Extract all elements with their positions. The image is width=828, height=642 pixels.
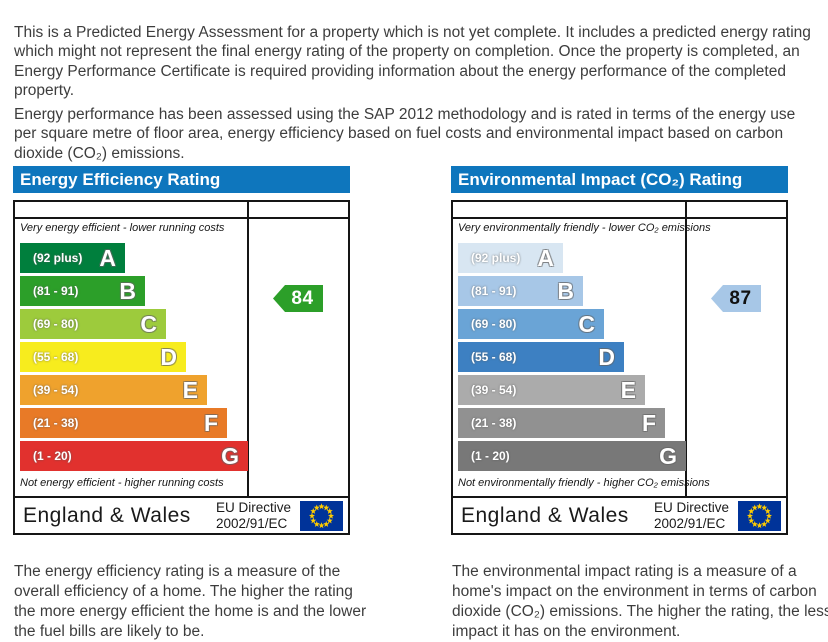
band-letter: A xyxy=(537,244,554,271)
band-range: (55 - 68) xyxy=(471,350,517,364)
header-row-line xyxy=(453,217,786,219)
chart-footer: England & Wales EU Directive 2002/91/EC xyxy=(451,498,788,535)
band-letter: A xyxy=(99,244,116,271)
band-e: (39 - 54) E xyxy=(458,375,645,405)
band-letter: G xyxy=(221,442,239,469)
band-letter: D xyxy=(598,343,615,370)
environmental-impact-scale: Very environmentally friendly - lower CO… xyxy=(451,200,788,498)
band-a: (92 plus) A xyxy=(458,243,563,273)
band-letter: C xyxy=(578,310,595,337)
current-rating-pointer: 87 xyxy=(711,285,761,312)
band-range: (39 - 54) xyxy=(471,383,517,397)
top-caption: Very energy efficient - lower running co… xyxy=(20,222,225,234)
band-range: (1 - 20) xyxy=(33,449,72,463)
eu-directive-label: EU Directive 2002/91/EC xyxy=(215,500,291,531)
energy-efficiency-scale: Very energy efficient - lower running co… xyxy=(13,200,350,498)
energy-efficiency-title-bar: Energy Efficiency Rating xyxy=(13,166,350,193)
band-c: (69 - 80) C xyxy=(458,309,604,339)
intro-paragraph: This is a Predicted Energy Assessment fo… xyxy=(14,23,811,100)
eu-flag-icon xyxy=(300,500,343,531)
header-row-line xyxy=(15,217,348,219)
band-range: (69 - 80) xyxy=(471,317,517,331)
environmental-impact-description: The environmental impact rating is a mea… xyxy=(452,562,828,640)
energy-efficiency-description: The energy efficiency rating is a measur… xyxy=(14,562,367,640)
band-d: (55 - 68) D xyxy=(20,342,186,372)
eu-flag-icon xyxy=(738,500,781,531)
band-b: (81 - 91) B xyxy=(458,276,583,306)
band-letter: E xyxy=(182,376,198,403)
band-d: (55 - 68) D xyxy=(458,342,624,372)
rating-bands: (92 plus) A (81 - 91) B (69 - 80) C (55 … xyxy=(20,243,248,474)
band-range: (81 - 91) xyxy=(33,284,79,298)
top-caption: Very environmentally friendly - lower CO… xyxy=(458,222,711,234)
bottom-caption: Not environmentally friendly - higher CO… xyxy=(458,477,710,489)
band-g: (1 - 20) G xyxy=(458,441,686,471)
band-letter: E xyxy=(620,376,636,403)
band-g: (1 - 20) G xyxy=(20,441,248,471)
band-range: (39 - 54) xyxy=(33,383,79,397)
chart-footer: England & Wales EU Directive 2002/91/EC xyxy=(13,498,350,535)
band-range: (81 - 91) xyxy=(471,284,517,298)
band-letter: G xyxy=(659,442,677,469)
band-b: (81 - 91) B xyxy=(20,276,145,306)
current-rating-value: 84 xyxy=(291,287,314,309)
band-range: (21 - 38) xyxy=(471,416,517,430)
band-letter: C xyxy=(140,310,157,337)
environmental-impact-title-bar: Environmental Impact (CO₂) Rating xyxy=(451,166,788,193)
methodology-paragraph: Energy performance has been assessed usi… xyxy=(14,105,796,162)
chart-title: Energy Efficiency Rating xyxy=(20,170,221,189)
band-e: (39 - 54) E xyxy=(20,375,207,405)
energy-efficiency-chart: Energy Efficiency Rating Very energy eff… xyxy=(13,166,350,535)
band-range: (69 - 80) xyxy=(33,317,79,331)
band-c: (69 - 80) C xyxy=(20,309,166,339)
region-label: England & Wales xyxy=(461,503,629,527)
band-range: (92 plus) xyxy=(471,251,521,265)
environmental-impact-chart: Environmental Impact (CO₂) Rating Very e… xyxy=(451,166,788,535)
band-letter: F xyxy=(641,409,656,436)
rating-bands: (92 plus) A (81 - 91) B (69 - 80) C (55 … xyxy=(458,243,686,474)
column-divider xyxy=(247,202,249,496)
region-label: England & Wales xyxy=(23,503,191,527)
band-range: (21 - 38) xyxy=(33,416,79,430)
band-letter: B xyxy=(557,277,574,304)
band-letter: D xyxy=(160,343,177,370)
band-range: (92 plus) xyxy=(33,251,83,265)
band-f: (21 - 38) F xyxy=(20,408,227,438)
band-f: (21 - 38) F xyxy=(458,408,665,438)
current-rating-pointer: 84 xyxy=(273,285,323,312)
band-range: (1 - 20) xyxy=(471,449,510,463)
eu-directive-label: EU Directive 2002/91/EC xyxy=(653,500,729,531)
current-rating-value: 87 xyxy=(729,287,752,309)
bottom-caption: Not energy efficient - higher running co… xyxy=(20,477,224,489)
chart-title: Environmental Impact (CO₂) Rating xyxy=(458,170,743,189)
band-range: (55 - 68) xyxy=(33,350,79,364)
column-divider xyxy=(685,202,687,496)
band-a: (92 plus) A xyxy=(20,243,125,273)
band-letter: F xyxy=(203,409,218,436)
band-letter: B xyxy=(119,277,136,304)
